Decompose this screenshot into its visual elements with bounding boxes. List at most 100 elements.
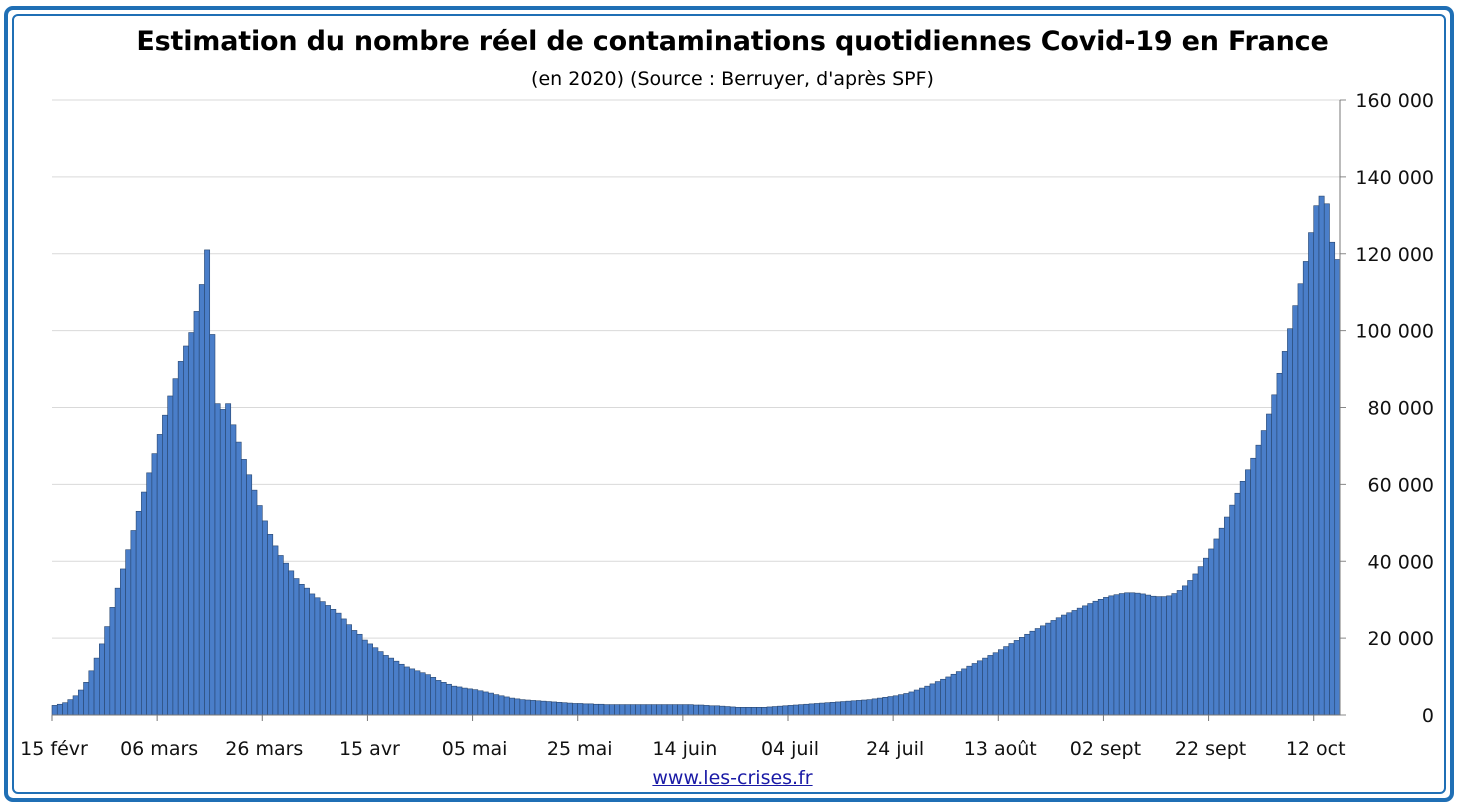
x-tick-label: 02 sept: [1070, 738, 1141, 760]
bar: [1292, 305, 1299, 716]
x-tick-label: 05 mai: [442, 738, 508, 760]
bar: [104, 626, 111, 716]
bar: [1150, 595, 1157, 716]
bar: [1008, 643, 1015, 716]
bar: [72, 695, 79, 716]
bar: [1019, 637, 1025, 716]
bar: [1250, 457, 1257, 716]
bar: [945, 676, 952, 716]
bar: [756, 707, 763, 716]
y-tick-label: 80 000: [1368, 398, 1434, 420]
website-link[interactable]: www.les-crises.fr: [652, 767, 813, 789]
bar: [735, 707, 741, 716]
bar: [141, 491, 147, 716]
bar: [351, 630, 358, 716]
bar: [482, 691, 489, 716]
bar: [1029, 630, 1036, 716]
bar: [361, 639, 368, 716]
bar: [246, 474, 253, 716]
bar: [577, 703, 584, 716]
y-tick-label: 140 000: [1355, 167, 1434, 189]
bar: [135, 510, 142, 716]
bar: [708, 705, 715, 716]
bar: [892, 695, 899, 716]
bar: [530, 700, 536, 716]
bar: [771, 706, 778, 716]
bar: [861, 699, 868, 716]
axes: [51, 100, 1341, 721]
y-tick-label: 60 000: [1368, 474, 1434, 496]
bar: [850, 700, 857, 716]
bar: [971, 663, 978, 716]
bar: [214, 403, 221, 716]
bar: [272, 545, 279, 716]
x-tick-label: 12 oct: [1286, 738, 1346, 760]
bar: [382, 655, 389, 716]
bar: [556, 702, 563, 716]
bar: [887, 696, 894, 716]
bar: [792, 704, 799, 716]
bar: [1308, 232, 1315, 716]
inner-frame: [12, 14, 1446, 794]
bar: [1071, 610, 1078, 716]
bar: [498, 695, 505, 716]
bar: [871, 698, 878, 716]
bar: [198, 284, 205, 716]
bar: [1087, 603, 1094, 716]
bar: [1208, 548, 1215, 716]
x-tick-label: 15 févr: [20, 738, 88, 760]
bar: [1297, 283, 1304, 716]
bar: [1129, 592, 1136, 716]
bar: [808, 703, 815, 716]
bar: [435, 680, 442, 716]
bar: [1234, 492, 1241, 716]
bar: [903, 693, 910, 716]
bar: [93, 657, 100, 716]
bar: [908, 691, 915, 716]
y-tick-label: 40 000: [1368, 551, 1434, 573]
bar: [587, 703, 594, 716]
bar: [1076, 607, 1083, 716]
bar: [645, 704, 652, 716]
bar: [976, 660, 983, 716]
bar: [1213, 538, 1220, 716]
bar: [992, 652, 999, 716]
bar: [1166, 595, 1173, 716]
bar: [593, 703, 600, 716]
bar: [330, 608, 337, 716]
bar: [261, 520, 268, 716]
bar: [325, 605, 331, 716]
bar: [750, 707, 757, 716]
x-tick-label: 25 mai: [547, 738, 613, 760]
bar: [235, 441, 242, 716]
bar: [340, 618, 347, 716]
bar: [125, 549, 132, 716]
bar: [656, 704, 663, 716]
bar: [467, 688, 473, 716]
bar: [83, 682, 90, 716]
bar: [309, 593, 316, 716]
bar: [472, 689, 479, 716]
x-tick-label: 04 juil: [761, 738, 819, 760]
bar: [782, 705, 789, 716]
bar: [1045, 622, 1052, 716]
bar: [477, 690, 484, 716]
bar: [1229, 504, 1236, 716]
bar: [120, 568, 126, 716]
bar: [1118, 593, 1125, 716]
bar: [929, 683, 936, 716]
bar: [566, 702, 573, 716]
bar: [88, 670, 95, 716]
bar: [1197, 566, 1204, 716]
bar: [1145, 594, 1152, 716]
bar: [445, 683, 452, 716]
bar: [535, 700, 542, 716]
bar: [56, 703, 63, 716]
bar: [982, 657, 989, 716]
bar: [283, 562, 289, 716]
bar: [1266, 413, 1272, 716]
bar: [545, 701, 552, 716]
bar: [319, 601, 326, 716]
bar: [856, 700, 862, 716]
bar: [624, 704, 631, 716]
